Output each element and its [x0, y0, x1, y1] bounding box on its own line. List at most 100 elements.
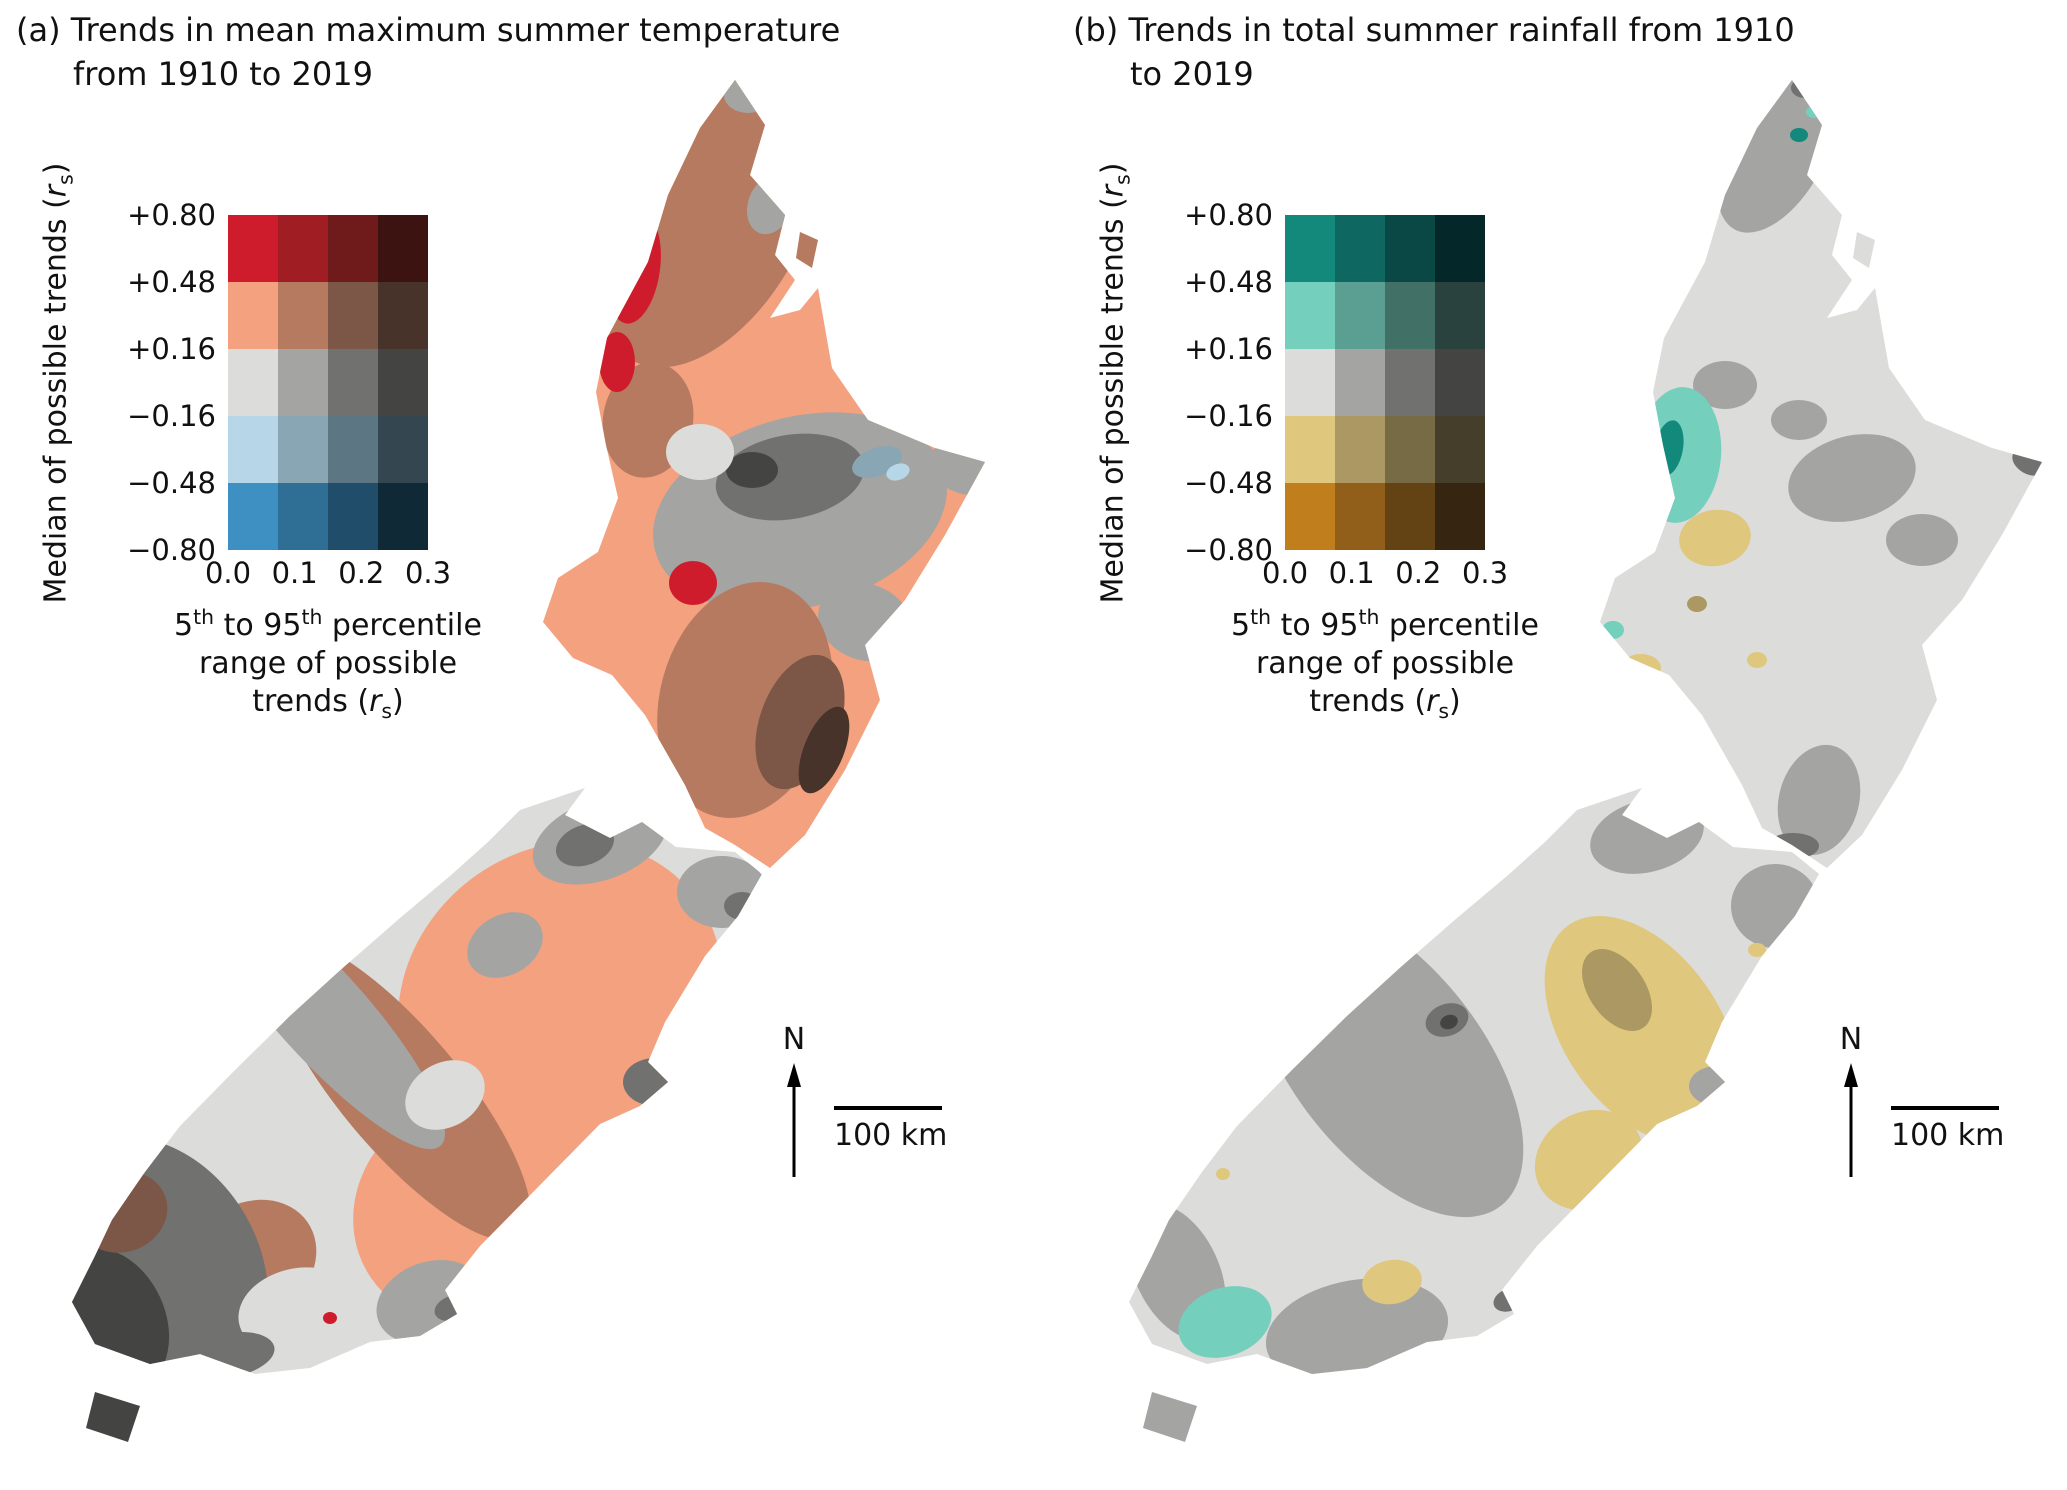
- north-arrow: N: [772, 1022, 816, 1179]
- map-region: [323, 1312, 337, 1324]
- legend-cell: [278, 416, 328, 483]
- map-region: [669, 561, 717, 605]
- legend-cell: [378, 416, 428, 483]
- map-region: [1602, 621, 1624, 639]
- legend-grid: [1285, 215, 1485, 550]
- legend-x-axis-label-line2: range of possible: [198, 646, 458, 681]
- map-region: [238, 1267, 362, 1357]
- legend-cell: [378, 215, 428, 282]
- legend-ytick: −0.80: [127, 533, 216, 567]
- legend-xtick: 0.1: [1328, 556, 1375, 590]
- map-region: [405, 1060, 485, 1130]
- legend-cell: [1335, 416, 1385, 483]
- map-region: [467, 912, 543, 978]
- north-label: N: [782, 1022, 806, 1057]
- legend-yticks: +0.80 +0.48 +0.16 −0.16 −0.48 −0.80: [1149, 198, 1273, 567]
- legend-cell: [378, 483, 428, 550]
- legend-cell: [228, 416, 278, 483]
- map-new-zealand-temperature: [0, 0, 1010, 1490]
- legend-x-axis-label-line3: trends (rs): [1309, 684, 1461, 723]
- map-region: [1886, 514, 1958, 566]
- legend-y-axis-label: Median of possible trends (rs): [1095, 162, 1135, 604]
- legend-ytick: +0.16: [127, 332, 216, 366]
- legend-cell: [1385, 349, 1435, 416]
- legend-ytick: +0.80: [1184, 198, 1273, 232]
- north-arrow: N: [1829, 1022, 1873, 1179]
- legend-cell: [328, 282, 378, 349]
- legend-cell: [1335, 215, 1385, 282]
- legend-cell: [228, 349, 278, 416]
- legend-xticks: 0.0 0.1 0.2 0.3: [1262, 556, 1508, 592]
- north-arrow-icon: [1844, 1063, 1858, 1177]
- legend-x-axis-label: 5th to 95th percentile range of possible…: [1231, 598, 1539, 730]
- legend-ytick: −0.48: [127, 466, 216, 500]
- map-region: [1790, 128, 1808, 142]
- stewart-island: [1143, 1392, 1197, 1442]
- stewart-island: [86, 1392, 140, 1442]
- map-region: [1788, 434, 1916, 522]
- map-region: [1687, 596, 1707, 612]
- map-region: [1806, 106, 1822, 118]
- legend-xtick: 0.2: [338, 556, 385, 590]
- legend-ytick: +0.48: [127, 265, 216, 299]
- legend-x-axis-label-line2: range of possible: [1255, 646, 1515, 681]
- legend-cell: [1285, 349, 1335, 416]
- map-region: [1791, 80, 1819, 98]
- map-canvas: [72, 80, 985, 1442]
- legend-y-axis-label: Median of possible trends (rs): [38, 162, 78, 604]
- legend-cell: [278, 282, 328, 349]
- map-region: [798, 706, 850, 794]
- map-region: [677, 856, 762, 928]
- map-region: [724, 892, 760, 920]
- legend-xtick: 0.3: [1461, 556, 1509, 590]
- map-region: [1731, 864, 1819, 948]
- legend-cell: [1385, 215, 1435, 282]
- legend-ytick: +0.48: [1184, 265, 1273, 299]
- scale-bar-line: [834, 1106, 942, 1110]
- map-region: [1582, 949, 1652, 1031]
- map-region: [726, 452, 778, 488]
- legend-cell: [378, 349, 428, 416]
- legend-xtick: 0.2: [1395, 556, 1442, 590]
- map-canvas: [1129, 80, 2042, 1442]
- legend-cell: [278, 215, 328, 282]
- legend-ytick: −0.48: [1184, 466, 1273, 500]
- legend-xtick: 0.0: [204, 556, 252, 590]
- legend-xtick: 0.1: [271, 556, 318, 590]
- legend-cell: [328, 215, 378, 282]
- legend-ytick: +0.80: [127, 198, 216, 232]
- legend-cell: [378, 282, 428, 349]
- legend-xtick: 0.0: [1261, 556, 1309, 590]
- legend-x-axis-label-line3: trends (rs): [252, 684, 404, 723]
- legend-cell: [1385, 416, 1435, 483]
- legend-yticks: +0.80 +0.48 +0.16 −0.16 −0.48 −0.80: [92, 198, 216, 567]
- map-region: [1693, 361, 1757, 409]
- legend-cell: [1385, 483, 1435, 550]
- map-region: [1747, 652, 1767, 668]
- legend-ytick: −0.80: [1184, 533, 1273, 567]
- map-region: [886, 463, 910, 481]
- map-region: [1178, 1286, 1272, 1358]
- map-region: [666, 424, 734, 480]
- panel-title: (a) Trends in mean maximum summer temper…: [16, 8, 840, 96]
- legend-cell: [1285, 282, 1335, 349]
- scale-bar: 100 km: [834, 1106, 947, 1153]
- scale-bar-line: [1891, 1106, 1999, 1110]
- legend-cell: [1335, 349, 1385, 416]
- map-region: [1362, 1259, 1422, 1305]
- legend-cell: [1285, 483, 1335, 550]
- scale-bar-label: 100 km: [1891, 1118, 2005, 1153]
- legend-cell: [1285, 215, 1335, 282]
- map-region: [1679, 509, 1751, 567]
- panel-title-line2: from 1910 to 2019: [73, 55, 373, 93]
- legend-cell: [1435, 483, 1485, 550]
- map-region: [599, 332, 635, 392]
- offshore-island: [1853, 232, 1875, 268]
- legend-cell: [328, 349, 378, 416]
- map-region: [555, 823, 615, 867]
- legend-cell: [1435, 416, 1485, 483]
- panel-title: (b) Trends in total summer rainfall from…: [1073, 8, 1795, 96]
- legend-cell: [228, 215, 278, 282]
- map-region: [1777, 744, 1861, 856]
